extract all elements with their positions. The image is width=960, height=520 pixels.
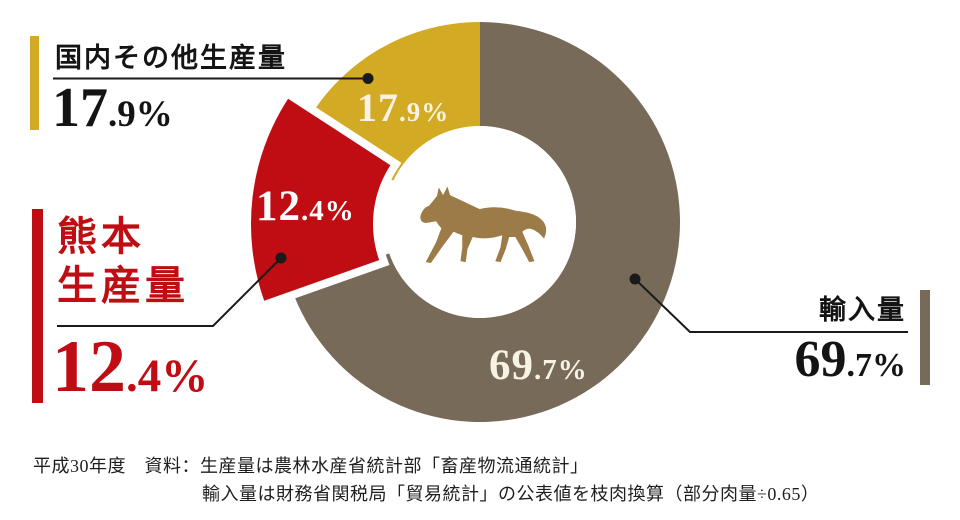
value-frac: .4%: [126, 350, 209, 402]
callout-title-domestic-other: 国内その他生産量: [55, 43, 287, 73]
anchor-dot-domestic-other: [362, 73, 374, 84]
callout-title-kumamoto-line1: 熊本: [57, 214, 145, 259]
value-frac: .9%: [108, 94, 173, 135]
value-int: 17: [52, 77, 108, 139]
callout-value-kumamoto: 12.4%: [52, 330, 208, 404]
value-int: 69: [489, 342, 534, 389]
slice-value-domestic-other: 17.9%: [357, 88, 449, 128]
callout-title-imports: 輸入量: [819, 295, 906, 325]
anchor-dot-imports: [629, 273, 641, 285]
anchor-dot-kumamoto: [275, 252, 287, 264]
callout-value-imports: 69.7%: [795, 334, 907, 386]
slice-kumamoto: [243, 87, 402, 312]
slice-imports: [290, 22, 680, 422]
callout-line-imports: [634, 278, 908, 333]
footnote-line1: 平成30年度 資料：生産量は農林水産省統計部「畜産物流通統計」: [33, 456, 589, 476]
horse-icon: [420, 186, 547, 264]
value-frac: .7%: [846, 347, 907, 384]
callout-value-domestic-other: 17.9%: [52, 80, 173, 136]
slice-value-kumamoto: 12.4%: [256, 185, 355, 228]
value-frac: .9%: [399, 97, 450, 127]
footnote-line2: 輸入量は財務省関税局「貿易統計」の公表値を枝肉換算（部分肉量÷0.65）: [202, 484, 820, 504]
value-int: 12: [256, 183, 301, 230]
value-int: 12: [52, 326, 126, 408]
accent-bar-imports: [920, 290, 930, 385]
value-int: 17: [357, 85, 399, 130]
value-frac: .7%: [534, 354, 588, 386]
accent-bar-kumamoto: [32, 209, 43, 403]
value-frac: .4%: [301, 195, 355, 227]
accent-bar-domestic-other: [30, 36, 39, 130]
slice-value-imports: 69.7%: [489, 344, 588, 387]
callout-line-kumamoto: [57, 257, 282, 327]
value-int: 69: [794, 331, 847, 388]
callout-title-kumamoto-line2: 生産量: [57, 263, 189, 308]
